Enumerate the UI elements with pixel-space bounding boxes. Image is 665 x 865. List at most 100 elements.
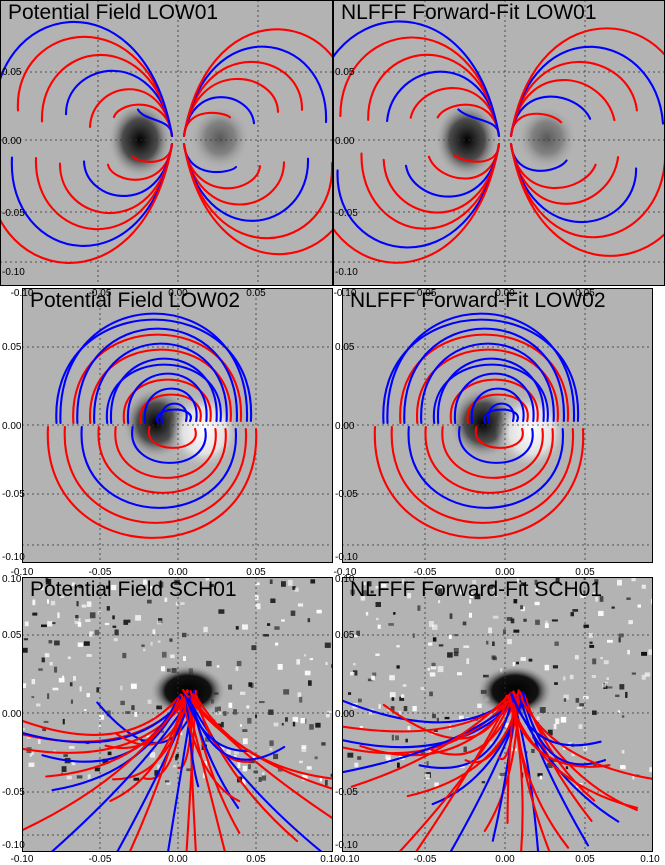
magnetogram-pixel [89,612,96,619]
magnetogram-pixel [175,753,179,758]
magnetogram-pixel [426,761,429,766]
magnetogram-pixel [134,712,138,717]
tick-label: 0.05 [335,67,355,78]
magnetogram-pixel [583,590,586,595]
magnetogram-pixel [71,760,76,766]
field-line [509,61,638,138]
magnetogram-pixel [626,597,631,600]
tick-label: 0.05 [335,630,355,641]
tick-label: -0.05 [335,787,358,798]
magnetogram-pixel [86,693,90,698]
field-line [182,60,304,138]
tick-label: 0.00 [2,709,22,720]
magnetogram-pixel [242,738,248,745]
magnetogram-pixel [372,672,377,677]
magnetogram-pixel [620,765,626,768]
magnetogram-pixel [248,682,252,687]
magnetogram-pixel [292,586,296,590]
magnetogram-pixel [169,638,173,642]
magnetogram-pixel [152,629,156,635]
magnetogram-pixel [275,642,279,646]
magnetogram-pixel [618,637,621,643]
field-line [449,378,539,425]
magnetogram-pixel [29,754,32,757]
magnetogram-pixel [149,752,156,758]
magnetogram-pixel [106,710,111,717]
magnetogram-pixel [362,582,366,585]
magnetogram-pixel [375,653,380,656]
magnetogram-pixel [160,666,166,672]
magnetogram-pixel [292,716,299,723]
field-line [487,402,515,425]
magnetogram-pixel [300,718,306,724]
field-lines [373,312,585,539]
tick-label: 0.10 [335,574,355,585]
magnetogram-pixel [247,717,252,724]
magnetogram-pixel [130,683,137,689]
magnetogram-pixel [512,662,515,667]
magnetogram-pixel [125,711,131,714]
magnetogram-pixel [146,735,151,738]
magnetogram-pixel [112,625,117,628]
magnetogram-pixel [628,620,633,625]
magnetogram-pixel [412,706,417,712]
magnetogram-pixel [534,579,538,585]
field-line [511,694,602,747]
field-lines [333,20,665,264]
magnetogram-pixel [240,691,246,695]
panel-border [22,288,333,563]
magnetogram-pixel [649,767,653,773]
field-line [509,142,638,223]
magnetogram-pixel [569,674,574,680]
magnetogram-pixel [487,586,494,590]
magnetogram-pixel [204,761,207,768]
magnetogram-pixel [618,633,624,638]
magnetogram-pixel [79,686,82,692]
magnetogram-pixel [242,779,246,785]
magnetogram-pixel [106,606,110,611]
magnetogram-pixel [314,756,318,760]
magnetogram-pixel [427,668,430,671]
magnetogram-pixel [74,618,81,625]
field-line [190,697,333,820]
magnetogram-pixel [52,622,56,625]
magnetogram-pixel [551,619,558,622]
magnetogram-pixel [359,726,363,730]
field-line [437,357,545,425]
tick-label: 0.05 [246,288,266,299]
field-line [195,696,333,780]
magnetogram-pixel [158,581,164,588]
tick-label: 0.05 [2,67,22,78]
field-line [63,425,247,524]
field-line [382,142,501,214]
magnetogram-pixel [28,762,35,767]
magnetogram-pixel [417,605,421,611]
magnetogram-pixel [85,619,91,622]
panel-title: NLFFF Forward-Fit LOW02 [350,289,606,312]
tick-label: 0.05 [335,342,355,353]
magnetogram-pixel [390,706,395,711]
magnetogram-pixel [412,633,415,638]
magnetogram-pixel [287,579,293,586]
magnetogram-pixel [218,746,225,750]
magnetogram-pixel [23,638,28,641]
magnetogram-pixel [438,600,441,604]
magnetogram-pixel [281,581,286,587]
magnetogram-pixel [420,751,425,756]
magnetogram-pixel [223,711,227,716]
magnetogram-pixel [324,642,331,648]
magnetogram-pixel [228,702,233,708]
field-line [34,142,174,231]
magnetogram-pixel [106,585,110,590]
panel-border [22,577,333,852]
magnetogram-pixel [535,588,538,592]
magnetogram-pixel [226,748,231,755]
tick-label: 0.05 [2,630,22,641]
magnetogram-pixel [296,659,300,665]
magnetogram-pixel [133,777,140,781]
field-line [58,142,174,214]
magnetogram-pixel [273,753,279,760]
magnetogram-pixel [43,720,49,723]
magnetogram-pixel [157,640,161,643]
